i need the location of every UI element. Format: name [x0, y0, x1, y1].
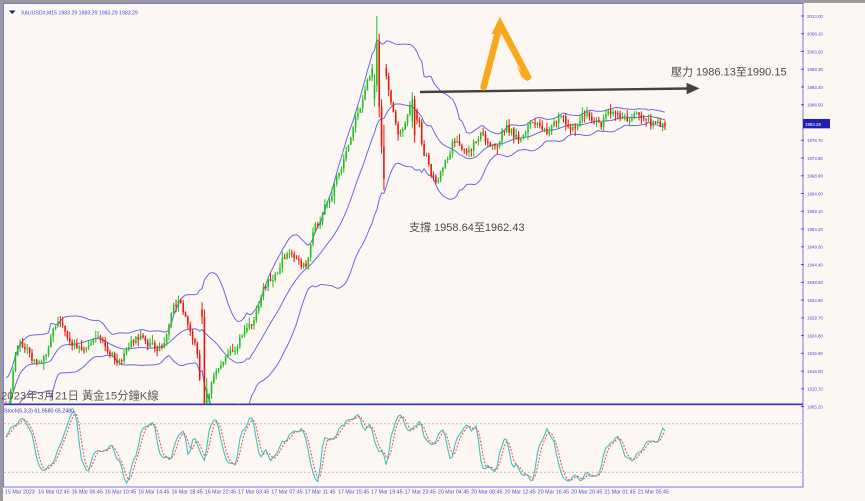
svg-text:20 Mar 04:45: 20 Mar 04:45 — [438, 490, 469, 496]
svg-text:1949.30: 1949.30 — [807, 245, 823, 250]
svg-text:1988.50: 1988.50 — [807, 103, 823, 108]
svg-text:16 Mar 18:45: 16 Mar 18:45 — [172, 490, 203, 496]
svg-text:1993.40: 1993.40 — [807, 85, 823, 90]
svg-text:16 Mar 06:45: 16 Mar 06:45 — [72, 490, 103, 496]
svg-text:1910.10: 1910.10 — [807, 387, 823, 392]
svg-text:1934.60: 1934.60 — [807, 298, 823, 303]
svg-text:1944.40: 1944.40 — [807, 262, 823, 267]
svg-text:1964.00: 1964.00 — [807, 191, 823, 196]
svg-text:17 Mar 23:45: 17 Mar 23:45 — [405, 490, 436, 496]
svg-text:17 Mar 19:45: 17 Mar 19:45 — [371, 490, 402, 496]
svg-text:2023年3月21日 黃金15分鐘K線: 2023年3月21日 黃金15分鐘K線 — [1, 389, 159, 403]
svg-text:1905.20: 1905.20 — [807, 404, 823, 409]
svg-text:20 Mar 12:45: 20 Mar 12:45 — [505, 490, 536, 496]
svg-text:壓力 1986.13至1990.15: 壓力 1986.13至1990.15 — [671, 66, 787, 79]
svg-text:20 Mar 20:45: 20 Mar 20:45 — [571, 490, 602, 496]
svg-text:17 Mar 03:45: 17 Mar 03:45 — [238, 490, 269, 496]
svg-text:2008.10: 2008.10 — [807, 32, 823, 37]
svg-text:2003.20: 2003.20 — [807, 49, 823, 54]
svg-text:20 Mar 08:45: 20 Mar 08:45 — [471, 490, 502, 496]
svg-text:XAUUSD#,M15 1983.29 1983.29 1: XAUUSD#,M15 1983.29 1983.29 1983.29 1983… — [21, 11, 138, 17]
svg-text:16 Mar 14:45: 16 Mar 14:45 — [138, 490, 169, 496]
svg-text:20 Mar 16:45: 20 Mar 16:45 — [538, 490, 569, 496]
svg-text:1919.90: 1919.90 — [807, 351, 823, 356]
svg-text:1915.00: 1915.00 — [807, 369, 823, 374]
svg-text:Stoch(5,3,3) 61.9580 65.2480: Stoch(5,3,3) 61.9580 65.2480 — [4, 409, 74, 415]
svg-text:1968.90: 1968.90 — [807, 174, 823, 179]
svg-text:17 Mar 07:45: 17 Mar 07:45 — [271, 490, 302, 496]
svg-text:1954.20: 1954.20 — [807, 227, 823, 232]
svg-text:21 Mar 05:45: 21 Mar 05:45 — [638, 490, 669, 496]
svg-text:21 Mar 01:45: 21 Mar 01:45 — [604, 490, 635, 496]
svg-text:1939.50: 1939.50 — [807, 280, 823, 285]
svg-text:16 Mar 22:45: 16 Mar 22:45 — [205, 490, 236, 496]
svg-text:16 Mar 02:45: 16 Mar 02:45 — [38, 490, 69, 496]
svg-text:支撐 1958.64至1962.43: 支撐 1958.64至1962.43 — [409, 220, 525, 234]
svg-text:1983.29: 1983.29 — [805, 122, 821, 127]
svg-text:2013.00: 2013.00 — [807, 14, 823, 19]
svg-text:1973.80: 1973.80 — [807, 156, 823, 161]
svg-text:1924.80: 1924.80 — [807, 333, 823, 338]
svg-text:17 Mar 11:45: 17 Mar 11:45 — [305, 490, 336, 496]
svg-text:1978.70: 1978.70 — [807, 138, 823, 143]
svg-text:1959.10: 1959.10 — [807, 209, 823, 214]
svg-text:1929.70: 1929.70 — [807, 316, 823, 321]
svg-text:16 Mar 10:45: 16 Mar 10:45 — [105, 490, 136, 496]
svg-text:1998.30: 1998.30 — [807, 67, 823, 72]
svg-text:17 Mar 15:45: 17 Mar 15:45 — [338, 490, 369, 496]
svg-text:15 Mar 2023: 15 Mar 2023 — [5, 490, 35, 496]
